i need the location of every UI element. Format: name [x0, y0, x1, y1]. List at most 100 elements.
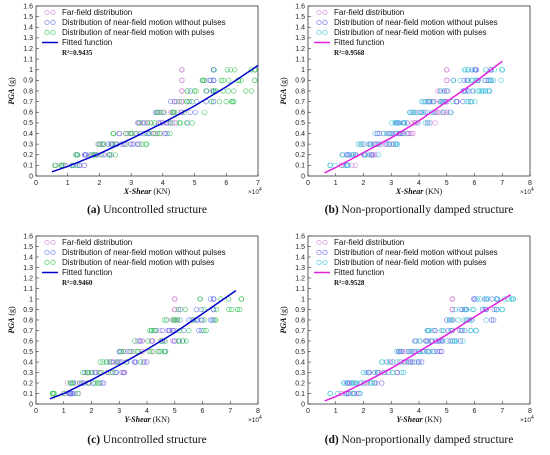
legend-marker [44, 29, 50, 36]
scatter-point [108, 141, 114, 147]
x-axis-unit: (KN) [423, 187, 442, 196]
scatter-point [432, 120, 438, 126]
scatter-point [172, 306, 178, 313]
scatter-point [368, 152, 375, 158]
scatter-point [478, 88, 485, 94]
y-tick-label: 1.6 [295, 3, 305, 10]
y-tick-label: 0 [301, 401, 305, 408]
scatter-point [390, 130, 396, 137]
scatter-point [148, 348, 154, 355]
scatter-point [232, 67, 238, 73]
scatter-point [156, 327, 162, 334]
scatter-point [177, 317, 183, 323]
scatter-point [148, 120, 154, 126]
scatter-point [495, 296, 501, 302]
scatter-point [139, 141, 145, 147]
scatter-point [203, 88, 209, 94]
scatter-point [341, 380, 348, 386]
x-tick-label: 5 [445, 180, 449, 187]
scatter-point [234, 306, 240, 313]
legend-label: Fitted function [334, 268, 384, 277]
scatter-point [386, 130, 392, 137]
r-squared-label: R²=0.9435 [62, 49, 93, 57]
scatter-point [220, 77, 226, 83]
scatter-point [171, 109, 177, 115]
scatter-point [384, 141, 390, 147]
scatter-point [176, 120, 182, 126]
scatter-point [379, 359, 385, 365]
scatter-point [210, 88, 217, 94]
scatter-point [58, 162, 65, 168]
scatter-point [420, 109, 427, 115]
scatter-point [140, 359, 146, 365]
scatter-point [170, 317, 176, 323]
y-tick-label: 1 [301, 67, 305, 74]
scatter-point [422, 120, 428, 126]
scatter-point [457, 338, 463, 344]
scatter-point [179, 67, 185, 73]
scatter-point [238, 296, 244, 302]
y-tick-label: 0.9 [23, 307, 33, 314]
scatter-point [469, 306, 476, 313]
y-tick-label: 0.5 [23, 120, 33, 127]
scatter-point [485, 296, 491, 302]
scatter-point [435, 109, 441, 115]
y-tick-label: 0 [301, 173, 305, 180]
y-tick-label: 1.3 [23, 265, 33, 272]
scatter-point [392, 141, 399, 147]
scatter-point [51, 390, 57, 397]
panel-caption-text: Non-proportionally damped structure [339, 204, 514, 216]
y-tick-label: 0.8 [295, 88, 305, 95]
scatter-point [395, 120, 401, 126]
y-tick-label: 0.2 [295, 380, 305, 387]
y-tick-label: 0.5 [295, 349, 305, 356]
x-tick-label: 2 [97, 180, 101, 187]
y-tick-label: 0.4 [295, 359, 305, 366]
scatter-point [167, 130, 173, 137]
y-tick-label: 1.1 [295, 56, 305, 63]
chart-panel-d: 0 0.1 0.2 0.3 0.4 0.5 0.6 0.7 0.8 0.9 1 1.1 1.2 1.3 1.… [279, 233, 534, 446]
scatter-point [488, 67, 494, 73]
scatter-point [225, 88, 231, 94]
scatter-point [157, 348, 163, 355]
scatter-point [408, 359, 414, 365]
x-axis-unit: (KN) [151, 187, 170, 196]
y-tick-label: 1.6 [295, 233, 305, 240]
scatter-point [510, 296, 517, 302]
x-tick-label: 1 [62, 408, 66, 415]
scatter-point [449, 306, 455, 313]
x-axis-title: Y-Shear (KN) [396, 415, 442, 424]
scatter-point [74, 152, 80, 158]
y-tick-label: 0.4 [23, 131, 33, 138]
y-tick-label: 0.1 [295, 391, 305, 398]
scatter-point [477, 88, 483, 94]
scatter-point [355, 141, 361, 147]
y-axis-unit: (g) [279, 77, 288, 89]
scatter-point [170, 338, 176, 344]
y-tick-label: 0.9 [295, 307, 305, 314]
scatter-point [145, 120, 151, 126]
x-exponent-power: 4 [531, 415, 534, 421]
scatter-point [357, 141, 363, 147]
plot-frame [307, 5, 531, 177]
scatter-point [356, 390, 362, 397]
scatter-point [164, 327, 170, 334]
scatter-point [166, 327, 173, 334]
x-tick-label: 0 [34, 180, 38, 187]
scatter-point [201, 327, 207, 334]
scatter-point [75, 390, 81, 397]
scatter-point [101, 152, 107, 158]
scatter-point [140, 338, 146, 344]
scatter-point [425, 98, 432, 105]
scatter-point [438, 98, 444, 105]
scatter-point [439, 348, 445, 355]
scatter-point [187, 88, 193, 94]
y-axis-unit: (g) [279, 306, 288, 318]
scatter-point [450, 338, 456, 344]
scatter-point [399, 369, 405, 376]
scatter-point [144, 359, 150, 365]
scatter-point [387, 359, 393, 365]
y-tick-label: 0.6 [23, 338, 33, 345]
